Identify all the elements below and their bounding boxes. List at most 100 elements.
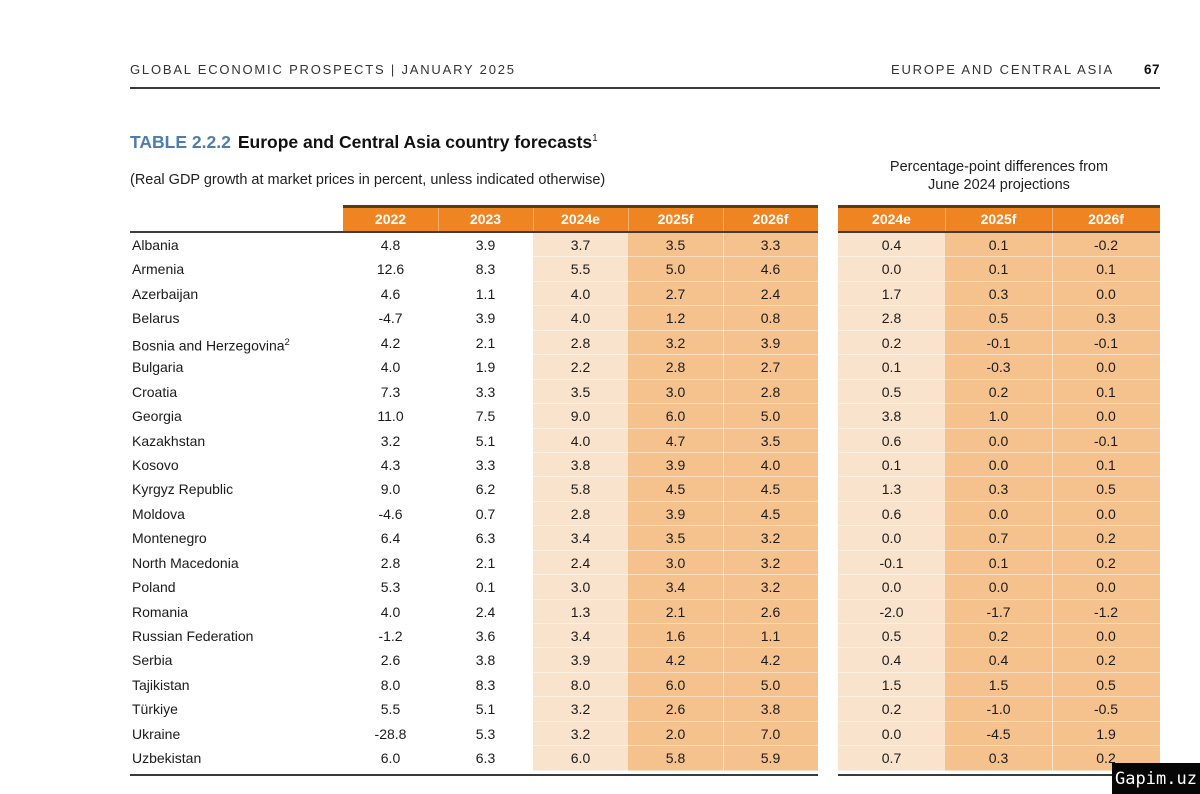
diff-cell: 0.1: [945, 257, 1052, 282]
page-number: 67: [1143, 62, 1160, 77]
country-name: Kosovo: [132, 456, 179, 473]
country-name: Albania: [132, 237, 179, 253]
value-cell: 4.8: [380, 237, 401, 253]
table-row: Bulgaria 4.0 1.9 2.2 2.8 2.7 0.1 -0.3 0.0: [130, 355, 1160, 380]
diff-cell: 0.0: [1052, 281, 1160, 307]
value-cell: 4.0: [533, 428, 628, 453]
value-cell: 3.2: [723, 526, 818, 551]
value-cell: 4.0: [533, 306, 628, 331]
value-cell: 2.2: [533, 355, 628, 380]
country-name: Poland: [132, 579, 176, 596]
country-name: Russian Federation: [132, 628, 254, 644]
diff-column-header-2024e: 2024e: [838, 205, 945, 233]
country-column-header: [130, 205, 343, 233]
block-gap: [818, 599, 838, 624]
block-gap: [818, 526, 838, 551]
table-title-footnote-marker: 1: [592, 133, 598, 145]
value-cell: 3.4: [533, 526, 628, 551]
value-cell: 0.7: [475, 505, 496, 522]
value-cell: -28.8: [374, 725, 407, 742]
block-gap: [818, 404, 838, 429]
diff-note-line1: Percentage-point differences from: [889, 159, 1109, 175]
block-gap: [818, 205, 838, 233]
table-row: North Macedonia 2.8 2.1 2.4 3.0 3.2 -0.1 0.1 0.2: [130, 550, 1160, 576]
block-gap: [818, 257, 838, 282]
value-cell: 12.6: [376, 261, 405, 278]
diff-column-header-2026f: 2026f: [1052, 205, 1160, 233]
value-cell: 3.5: [628, 526, 723, 551]
table-row: Bosnia and Herzegovina2 4.2 2.1 2.8 3.2 3.9 0.…: [130, 330, 1160, 356]
diff-cell: -4.5: [945, 721, 1052, 747]
value-cell: 5.1: [475, 701, 496, 718]
value-cell: 6.3: [475, 530, 496, 547]
value-cell: 1.1: [475, 285, 496, 302]
diff-cell: 0.2: [1052, 648, 1160, 673]
value-cell: 9.0: [380, 481, 401, 498]
bottom-rule-gap: [818, 771, 838, 776]
table-row: Georgia 11.0 7.5 9.0 6.0 5.0 3.8 1.0 0.0: [130, 404, 1160, 429]
diff-cell: 0.1: [945, 233, 1052, 258]
country-name: Kazakhstan: [132, 432, 206, 449]
diff-cell: 0.1: [1052, 257, 1160, 282]
value-cell: -4.7: [378, 310, 403, 327]
table-row: Russian Federation -1.2 3.6 3.4 1.6 1.1 0.5 0.2…: [130, 624, 1160, 649]
diff-cell: 0.0: [945, 501, 1052, 527]
diff-cell: 0.0: [838, 526, 945, 551]
country-name: Belarus: [132, 310, 180, 327]
value-cell: 1.1: [723, 624, 818, 649]
table-row: Kyrgyz Republic 9.0 6.2 5.8 4.5 4.5 1.3 0.3 0.5: [130, 477, 1160, 502]
diff-cell: 0.4: [838, 233, 945, 258]
diff-cell: -0.1: [838, 550, 945, 576]
value-cell: 3.3: [723, 233, 818, 258]
diff-cell: -0.2: [1052, 233, 1160, 258]
table-row: Belarus -4.7 3.9 4.0 1.2 0.8 2.8 0.5 0.3: [130, 306, 1160, 331]
forecast-table-body: Albania 4.8 3.9 3.7 3.5 3.3 0.4 0.1 -0.2 Armenia 1…: [130, 233, 1160, 771]
table-row: Albania 4.8 3.9 3.7 3.5 3.3 0.4 0.1 -0.2: [130, 233, 1160, 258]
country-name: Bosnia and Herzegovina2: [132, 336, 290, 354]
table-row: Kosovo 4.3 3.3 3.8 3.9 4.0 0.1 0.0 0.1: [130, 452, 1160, 478]
block-gap: [818, 721, 838, 747]
diff-cell: 0.2: [838, 330, 945, 356]
diff-cell: 0.2: [1052, 550, 1160, 576]
diff-cell: 1.5: [838, 672, 945, 698]
value-cell: 2.1: [475, 554, 496, 571]
diff-cell: 0.6: [838, 428, 945, 453]
value-cell: 5.5: [533, 257, 628, 282]
value-cell: 3.2: [533, 721, 628, 747]
diff-cell: 0.4: [945, 648, 1052, 673]
value-cell: 4.0: [533, 281, 628, 307]
diff-cell: 0.2: [945, 624, 1052, 649]
value-cell: 2.0: [628, 721, 723, 747]
value-cell: 4.0: [380, 603, 401, 620]
table-row: Kazakhstan 3.2 5.1 4.0 4.7 3.5 0.6 0.0 -0.1: [130, 428, 1160, 453]
diff-cell: -0.1: [945, 330, 1052, 356]
value-cell: 2.8: [723, 379, 818, 405]
block-gap: [818, 746, 838, 771]
diff-cell: 1.3: [838, 477, 945, 502]
value-cell: 3.2: [723, 575, 818, 600]
table-title-text: Europe and Central Asia country forecast…: [237, 132, 593, 152]
diff-cell: 0.1: [838, 452, 945, 478]
value-cell: -4.6: [378, 505, 403, 522]
value-cell: 4.2: [380, 334, 401, 351]
diff-cell: 0.3: [945, 281, 1052, 307]
diff-cell: 3.8: [838, 404, 945, 429]
table-subtitle: (Real GDP growth at market prices in per…: [130, 172, 606, 188]
diff-cell: 1.7: [838, 281, 945, 307]
value-cell: 2.4: [475, 603, 496, 620]
value-cell: 3.0: [628, 550, 723, 576]
value-cell: 4.7: [628, 428, 723, 453]
block-gap: [818, 624, 838, 649]
diff-cell: 0.5: [945, 306, 1052, 331]
diff-cell: 0.1: [945, 550, 1052, 576]
value-cell: 3.5: [723, 428, 818, 453]
diff-cell: 0.0: [1052, 404, 1160, 429]
diff-cell: 0.2: [945, 379, 1052, 405]
country-name: Türkiye: [132, 701, 178, 718]
value-cell: 5.1: [475, 432, 496, 449]
block-gap: [818, 575, 838, 600]
column-header-2024e: 2024e: [533, 205, 628, 233]
value-cell: 3.9: [533, 648, 628, 673]
value-cell: 6.4: [380, 530, 401, 547]
value-cell: 3.9: [475, 310, 496, 327]
